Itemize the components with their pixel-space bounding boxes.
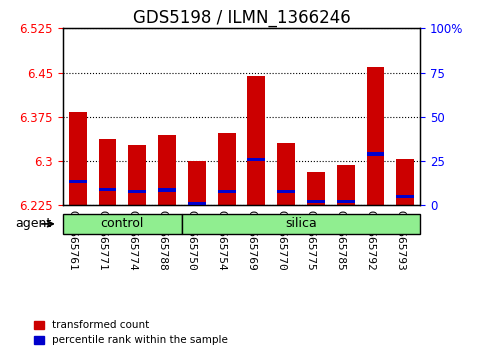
Bar <box>69 180 86 183</box>
Bar <box>397 159 414 205</box>
Bar <box>218 190 236 193</box>
Bar <box>247 158 265 161</box>
Bar <box>128 144 146 205</box>
Bar <box>158 135 176 205</box>
Text: agent: agent <box>15 217 52 230</box>
Bar <box>307 200 325 203</box>
Legend: transformed count, percentile rank within the sample: transformed count, percentile rank withi… <box>29 316 232 349</box>
Bar <box>218 133 236 205</box>
Bar <box>367 153 384 156</box>
Bar <box>188 202 206 205</box>
Bar <box>397 195 414 198</box>
Bar <box>99 188 116 191</box>
Bar <box>337 200 355 203</box>
Bar <box>247 75 265 205</box>
Bar <box>128 190 146 193</box>
Title: GDS5198 / ILMN_1366246: GDS5198 / ILMN_1366246 <box>133 9 350 27</box>
Bar <box>307 172 325 205</box>
Bar <box>277 143 295 205</box>
Bar <box>69 112 86 205</box>
Bar <box>367 67 384 205</box>
Bar <box>63 213 182 234</box>
Bar <box>188 161 206 205</box>
Bar <box>277 190 295 193</box>
Bar <box>99 139 116 205</box>
Bar <box>158 188 176 192</box>
Text: control: control <box>100 217 144 230</box>
Text: silica: silica <box>285 217 317 230</box>
Bar <box>337 165 355 205</box>
Bar <box>182 213 420 234</box>
